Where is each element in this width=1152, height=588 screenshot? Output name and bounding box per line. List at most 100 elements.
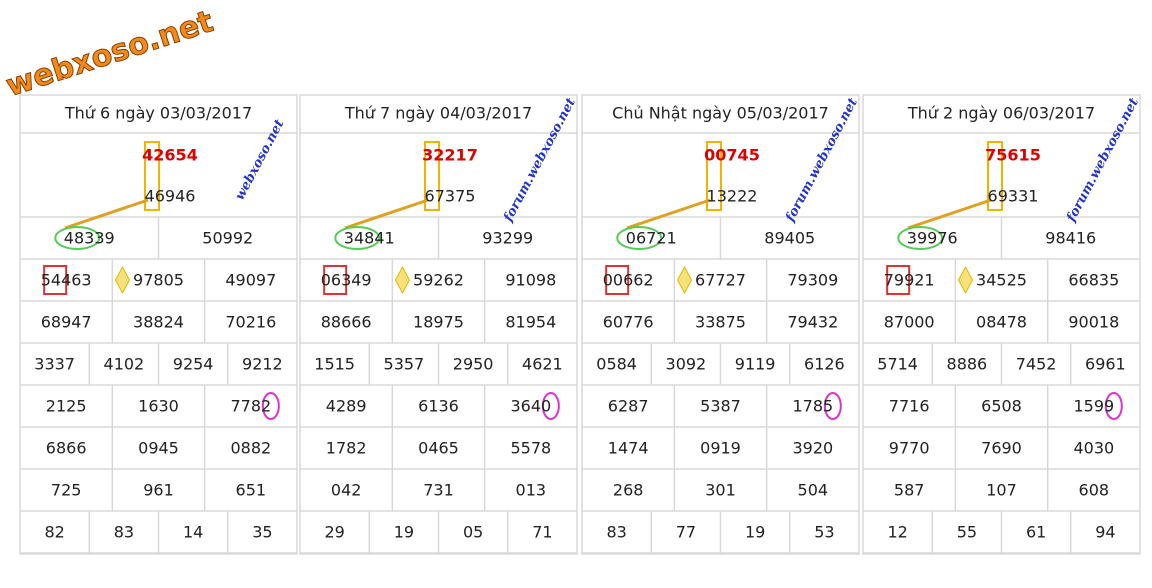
prize-number: 587 xyxy=(894,481,925,500)
watermark: webxoso.net xyxy=(232,117,287,203)
prize-number: 0465 xyxy=(418,439,459,458)
prize-number: 98416 xyxy=(1045,229,1096,248)
prize-number: 1630 xyxy=(138,397,179,416)
green-mark xyxy=(54,226,101,250)
prize-number: 12 xyxy=(887,523,907,542)
prize-number: 60776 xyxy=(603,313,654,332)
prize-number: 94 xyxy=(1095,523,1115,542)
prize-number: 961 xyxy=(143,481,174,500)
prize-number: 91098 xyxy=(505,271,556,290)
prize-number: 4621 xyxy=(522,355,563,374)
prize-number: 70216 xyxy=(225,313,276,332)
prize-number: 18975 xyxy=(413,313,464,332)
red-mark xyxy=(43,265,68,295)
prize-number: 5714 xyxy=(877,355,918,374)
prize-number: 1515 xyxy=(314,355,355,374)
yellow-mark xyxy=(114,265,131,295)
prize-number: 7716 xyxy=(889,397,930,416)
red-mark xyxy=(886,265,911,295)
prize-number: 4030 xyxy=(1073,439,1114,458)
prize-number: 0882 xyxy=(230,439,271,458)
prize-number: 8886 xyxy=(947,355,988,374)
yellow-mark xyxy=(957,265,974,295)
prize-number: 83 xyxy=(606,523,626,542)
prize-number: 0584 xyxy=(596,355,637,374)
prize-number: 67727 xyxy=(695,271,746,290)
prize-number: 49097 xyxy=(225,271,276,290)
prize-number: 1474 xyxy=(608,439,649,458)
prize-number: 59262 xyxy=(413,271,464,290)
prize-number: 48339 xyxy=(64,229,115,248)
first-prize: 13222 xyxy=(707,187,758,206)
prize-number: 3337 xyxy=(34,355,75,374)
prize-number: 6508 xyxy=(981,397,1022,416)
prize-number: 7690 xyxy=(981,439,1022,458)
prize-number: 55 xyxy=(957,523,977,542)
prize-number: 97805 xyxy=(133,271,184,290)
green-mark xyxy=(334,226,381,250)
prize-number: 79309 xyxy=(787,271,838,290)
prize-number: 50992 xyxy=(202,229,253,248)
highlight-box xyxy=(706,141,722,211)
prize-number: 38824 xyxy=(133,313,184,332)
prize-number: 87000 xyxy=(884,313,935,332)
prize-number: 19 xyxy=(394,523,414,542)
prize-number: 79432 xyxy=(787,313,838,332)
prize-number: 35 xyxy=(252,523,272,542)
prize-number: 88666 xyxy=(321,313,372,332)
prize-number: 08478 xyxy=(976,313,1027,332)
column-frame xyxy=(581,94,860,555)
prize-number: 1599 xyxy=(1073,397,1114,416)
prize-number: 0945 xyxy=(138,439,179,458)
prize-number: 34841 xyxy=(344,229,395,248)
pink-mark xyxy=(541,392,560,420)
pink-mark xyxy=(261,392,280,420)
yellow-mark xyxy=(394,265,411,295)
prize-number: 00662 xyxy=(603,271,654,290)
column-frame xyxy=(19,94,298,555)
prize-number: 05 xyxy=(463,523,483,542)
prize-number: 06721 xyxy=(626,229,677,248)
pink-mark xyxy=(1104,392,1123,420)
day-title: Thứ 7 ngày 04/03/2017 xyxy=(344,104,532,123)
prize-number: 651 xyxy=(236,481,267,500)
prize-number: 61 xyxy=(1026,523,1046,542)
prize-number: 14 xyxy=(183,523,203,542)
prize-number: 013 xyxy=(516,481,547,500)
first-prize: 46946 xyxy=(145,187,196,206)
prize-number: 9119 xyxy=(735,355,776,374)
prize-number: 1782 xyxy=(326,439,367,458)
link-line xyxy=(626,198,711,230)
prize-number: 66835 xyxy=(1068,271,1119,290)
prize-number: 7452 xyxy=(1016,355,1057,374)
prize-number: 06349 xyxy=(321,271,372,290)
prize-number: 2950 xyxy=(453,355,494,374)
prize-number: 79921 xyxy=(884,271,935,290)
red-mark xyxy=(323,265,348,295)
prize-number: 504 xyxy=(798,481,829,500)
prize-number: 29 xyxy=(324,523,344,542)
highlight-box xyxy=(424,141,440,211)
prize-number: 81954 xyxy=(505,313,556,332)
prize-number: 4102 xyxy=(104,355,145,374)
prize-number: 90018 xyxy=(1068,313,1119,332)
prize-number: 6287 xyxy=(608,397,649,416)
prize-number: 3092 xyxy=(666,355,707,374)
prize-number: 93299 xyxy=(482,229,533,248)
highlight-box xyxy=(987,141,1003,211)
prize-number: 731 xyxy=(423,481,454,500)
prize-number: 6126 xyxy=(804,355,845,374)
prize-number: 9212 xyxy=(242,355,283,374)
prize-number: 5387 xyxy=(700,397,741,416)
prize-number: 5578 xyxy=(510,439,551,458)
prize-number: 301 xyxy=(705,481,736,500)
prize-number: 89405 xyxy=(764,229,815,248)
highlight-box xyxy=(144,141,160,211)
prize-number: 82 xyxy=(44,523,64,542)
prize-number: 83 xyxy=(114,523,134,542)
prize-number: 71 xyxy=(532,523,552,542)
prize-number: 268 xyxy=(613,481,644,500)
prize-number: 33875 xyxy=(695,313,746,332)
prize-number: 3640 xyxy=(510,397,551,416)
special-prize: 32217 xyxy=(422,146,478,165)
